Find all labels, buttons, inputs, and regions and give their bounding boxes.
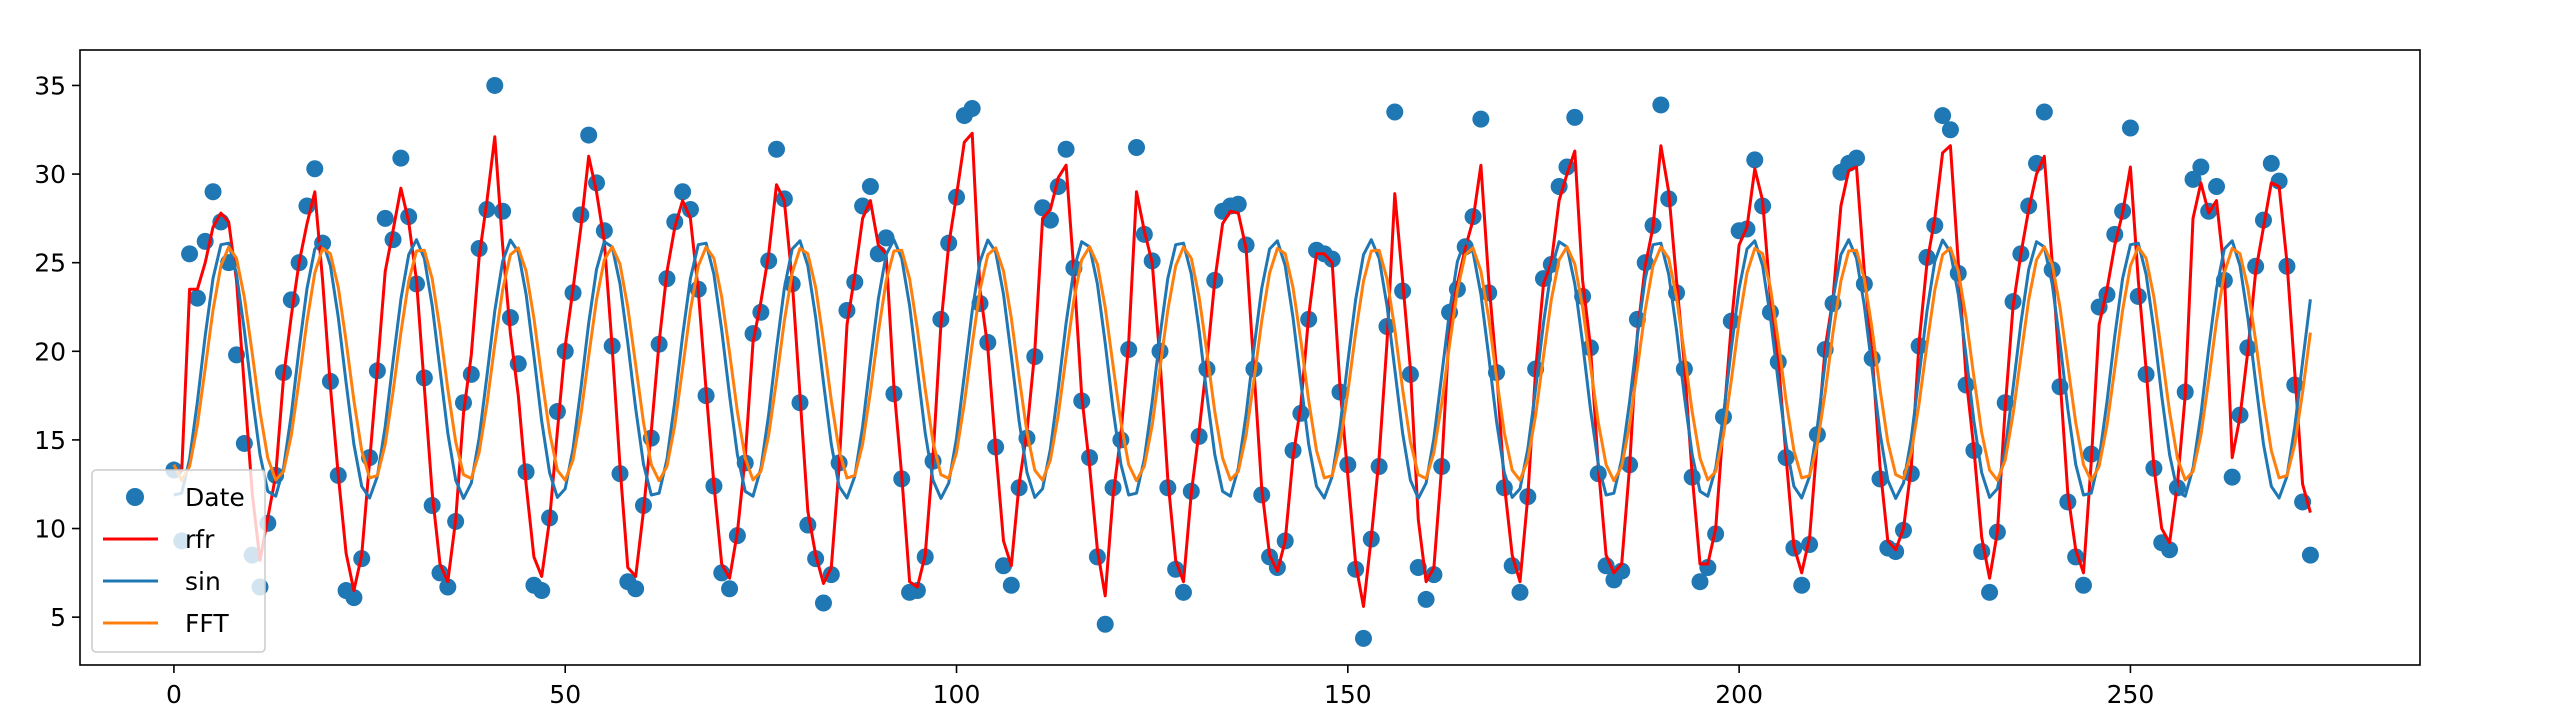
scatter-point-date	[674, 183, 692, 201]
scatter-point-date	[1128, 138, 1146, 156]
scatter-point-date	[188, 289, 206, 307]
x-tick-label: 100	[933, 680, 981, 709]
scatter-point-date	[1746, 151, 1764, 169]
scatter-point-date	[721, 580, 739, 598]
series-line-sin	[173, 238, 2312, 500]
scatter-point-date	[384, 231, 402, 249]
data-layer	[165, 76, 2319, 647]
scatter-point-date	[971, 294, 989, 312]
scatter-point-date	[1973, 543, 1991, 561]
scatter-point-date	[486, 76, 504, 94]
scatter-point-date	[204, 183, 222, 201]
scatter-point-date	[2208, 177, 2226, 195]
scatter-point-date	[1934, 107, 1952, 125]
scatter-point-date	[181, 245, 199, 263]
x-tick-label: 0	[166, 680, 182, 709]
series-line-fft	[172, 245, 2312, 483]
scatter-point-date	[1229, 195, 1247, 213]
scatter-point-date	[1793, 576, 1811, 594]
scatter-point-date	[1652, 96, 1670, 114]
legend: Date rfr sin FFT	[91, 469, 266, 653]
y-tick-label: 35	[34, 71, 66, 100]
legend-box	[91, 469, 266, 653]
y-tick-label: 30	[34, 160, 66, 189]
scatter-point-date	[2192, 158, 2210, 176]
scatter-point-date	[1566, 108, 1584, 126]
x-tick-label: 150	[1324, 680, 1372, 709]
scatter-point-date	[1425, 566, 1443, 584]
scatter-point-date	[627, 580, 645, 598]
scatter-point-date	[1887, 543, 1905, 561]
scatter-point-date	[1472, 110, 1490, 128]
scatter-point-date	[1941, 121, 1959, 139]
scatter-point-date	[439, 578, 457, 596]
plot-frame	[79, 49, 2421, 666]
scatter-point-date	[2301, 546, 2319, 564]
x-tick-label: 250	[2107, 680, 2155, 709]
scatter-point-date	[2161, 541, 2179, 559]
y-tick-label: 20	[34, 337, 66, 366]
y-tick-label: 10	[34, 515, 66, 544]
scatter-point-date	[1096, 615, 1114, 633]
x-tick-label: 200	[1715, 680, 1763, 709]
scatter-point-date	[2262, 154, 2280, 172]
scatter-point-date	[392, 149, 410, 167]
scatter-point-date	[2184, 170, 2202, 188]
scatter-point-date	[2121, 119, 2139, 137]
scatter-point-date	[768, 140, 786, 158]
legend-label-fft: FFT	[185, 609, 229, 638]
scatter-point-date	[994, 557, 1012, 575]
scatter-point-date	[1354, 629, 1372, 647]
y-tick-label: 25	[34, 249, 66, 278]
scatter-point-date	[1848, 149, 1866, 167]
scatter-point-date	[376, 209, 394, 227]
scatter-point-date	[744, 325, 762, 343]
legend-label-rfr: rfr	[185, 525, 215, 554]
scatter-point-date	[713, 564, 731, 582]
y-tick-label: 15	[34, 426, 66, 455]
series-line-rfr	[180, 131, 2312, 608]
scatter-point-date	[877, 229, 895, 247]
scatter-point-date	[1174, 583, 1192, 601]
scatter-point-date	[306, 160, 324, 178]
scatter-point-date	[595, 222, 613, 240]
x-tick-label: 50	[549, 680, 581, 709]
y-axis: 5 10 15 20 25 30 35	[34, 71, 80, 632]
scatter-point-date	[548, 403, 566, 421]
scatter-point-date	[533, 582, 551, 600]
scatter-point-date	[345, 589, 363, 607]
scatter-point-date	[2035, 103, 2053, 121]
scatter-point-date	[861, 177, 879, 195]
scatter-point-date	[1417, 590, 1435, 608]
scatter-point-date	[1323, 250, 1341, 268]
scatter-point-date	[1691, 573, 1709, 591]
scatter-point-date	[1057, 140, 1075, 158]
legend-label-sin: sin	[185, 567, 221, 596]
scatter-point-date	[814, 594, 832, 612]
scatter-point-date	[1981, 583, 1999, 601]
scatter-point-date	[963, 99, 981, 117]
scatter-point-date	[1002, 576, 1020, 594]
scatter-point-date	[1386, 103, 1404, 121]
scatter-point-date	[1801, 535, 1819, 553]
y-tick-label: 5	[50, 603, 66, 632]
scatter-point-date	[580, 126, 598, 144]
scatter-point-date	[908, 582, 926, 600]
legend-marker-date	[126, 488, 144, 506]
scatter-point-date	[1511, 583, 1529, 601]
scatter-point-date	[2074, 576, 2092, 594]
scatter-point-date	[462, 365, 480, 383]
x-axis: 0 50 100 150 200 250	[166, 665, 2154, 709]
scatter-point-date	[494, 202, 512, 220]
legend-label-date: Date	[185, 483, 245, 512]
scatter-point-date	[2223, 468, 2241, 486]
